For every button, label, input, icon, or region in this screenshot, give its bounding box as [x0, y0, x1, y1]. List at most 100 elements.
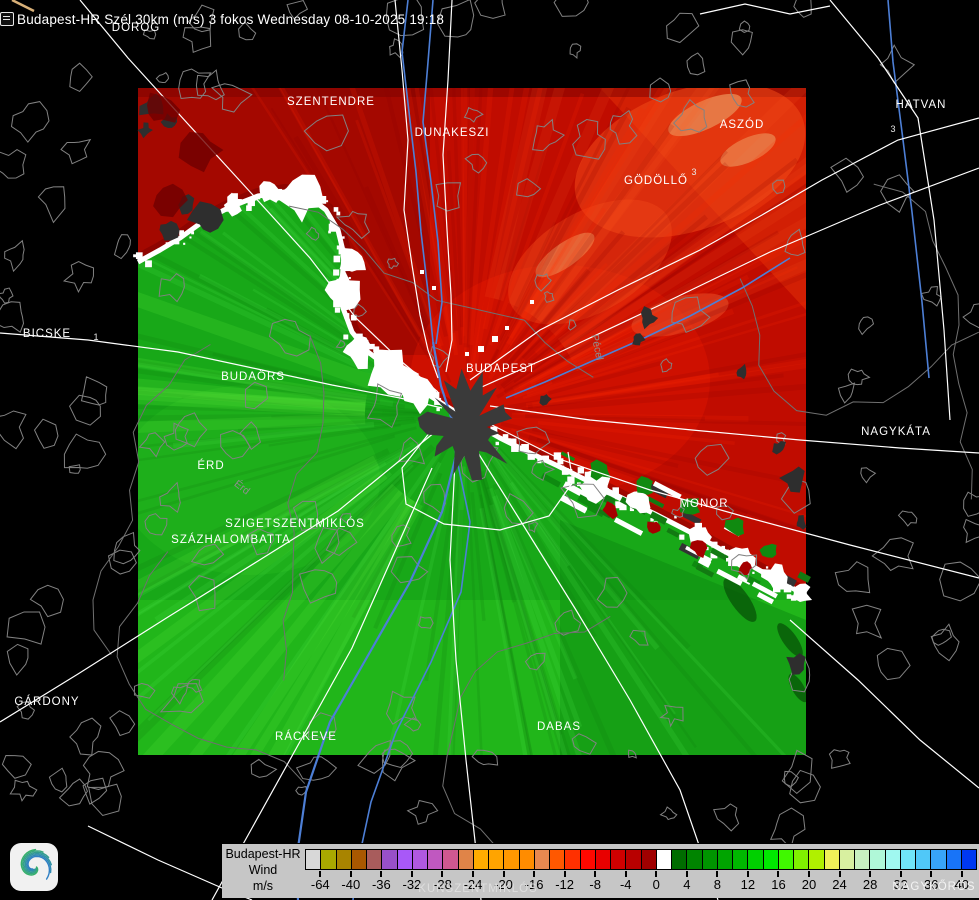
- road: [789, 619, 979, 789]
- scale-tick-label: 4: [683, 877, 691, 892]
- scale-cell: [778, 850, 794, 869]
- scale-cell: [595, 850, 611, 869]
- legend-product: Budapest-HR: [225, 847, 301, 861]
- city-label: DABAS: [537, 721, 581, 733]
- scale-tick: [349, 871, 352, 877]
- scale-tick: [746, 871, 749, 877]
- city-label: NAGYKŐRÖS: [892, 881, 976, 893]
- road: [0, 332, 443, 409]
- scale-cell: [748, 850, 764, 869]
- road: [469, 117, 979, 381]
- scale-cell: [321, 850, 337, 869]
- scale-tick: [533, 871, 536, 877]
- road: [474, 167, 979, 391]
- legend-label-box: Budapest-HR Wind m/s: [222, 846, 304, 894]
- scale-cell: [961, 850, 976, 869]
- road: [211, 467, 433, 900]
- scale-tick-label: 28: [862, 877, 878, 892]
- road: [0, 427, 441, 723]
- green-velocity-region: [138, 192, 806, 755]
- logo-spiral-arm: [25, 854, 52, 874]
- scale-tick: [808, 871, 810, 877]
- road: [79, 0, 439, 393]
- legend-unit: m/s: [252, 879, 274, 893]
- scale-tick-label: -28: [433, 877, 452, 892]
- legend-bar: Budapest-HR Wind m/s -64 -40 -36 -32 -28 -24-…: [222, 843, 979, 898]
- city-label: MONOR: [679, 498, 728, 510]
- scale-cell: [824, 850, 840, 869]
- scale-cell: [443, 850, 459, 869]
- scale-cell: [611, 850, 627, 869]
- road: [489, 405, 979, 454]
- scale-cell: [870, 850, 886, 869]
- scale-tick: [899, 871, 902, 877]
- scale-tick: [563, 871, 566, 877]
- city-label: BUDAPEST: [466, 363, 536, 375]
- scale-tick-label: 24: [832, 877, 847, 892]
- city-label: SZIGETSZENTMIKLÓS: [225, 517, 365, 530]
- logo-spiral-arm: [27, 855, 51, 880]
- scale-tick: [685, 871, 688, 877]
- scale-tick: [472, 871, 474, 877]
- city-label: BUDAÖRS: [221, 371, 285, 383]
- scale-tick-label: -16: [524, 877, 544, 892]
- page-title: Budapest-HR Szél 30km (m/s) 3 fokos Wedn…: [17, 11, 445, 27]
- scale-tick-label: -24: [463, 877, 483, 892]
- scale-cell: [489, 850, 505, 869]
- scale-tick-label: -40: [341, 877, 361, 892]
- title-bar: Budapest-HR Szél 30km (m/s) 3 fokos Wedn…: [0, 10, 444, 28]
- scale-cell: [458, 850, 474, 869]
- scale-cell: [763, 850, 779, 869]
- scale-tick: [502, 871, 505, 877]
- scale-cell: [809, 850, 825, 869]
- scale-tick: [655, 871, 658, 877]
- scale-cell: [306, 850, 322, 869]
- scale-cell: [641, 850, 657, 869]
- scale-tick-label: -12: [555, 877, 575, 892]
- river: [887, 0, 930, 379]
- met-spiral-icon: [10, 843, 58, 891]
- scale-cell: [504, 850, 520, 869]
- minor-place-label: Pécel: [588, 333, 605, 361]
- scale-tick: [380, 871, 383, 877]
- scale-cell: [916, 850, 932, 869]
- scale-cell: [473, 850, 489, 869]
- logo-spiral-arm: [24, 853, 52, 872]
- color-scale: [305, 849, 977, 870]
- scale-cell: [428, 850, 444, 869]
- road: [469, 439, 719, 900]
- scale-tick-label: 16: [771, 877, 786, 892]
- scale-cell: [794, 850, 810, 869]
- document-icon: [0, 12, 14, 26]
- map-labels: DOROG SZENTENDRE DUNAKESZI HATVAN ASZÓD GÖDÖL…: [14, 22, 947, 743]
- logo-spiral-arm: [23, 851, 50, 874]
- city-label: GÁRDONY: [14, 695, 79, 708]
- scale-tick: [838, 871, 841, 877]
- city-label: SZÁZHALOMBATTA: [171, 533, 291, 546]
- met-logo: [10, 843, 58, 891]
- road-number-label: 1: [93, 332, 98, 342]
- clutter-blobs: [137, 92, 807, 675]
- radar-center-clutter: [417, 368, 513, 481]
- road: [401, 431, 574, 531]
- scale-tick-label: 40: [954, 877, 969, 892]
- road: [442, 0, 453, 373]
- city-label: ÉRD: [197, 459, 224, 472]
- scale-tick: [960, 871, 963, 877]
- scale-tick: [716, 871, 719, 877]
- scale-tick-label: 8: [713, 877, 721, 892]
- scale-cell: [946, 850, 962, 869]
- city-label: HATVAN: [896, 99, 947, 111]
- scale-tick: [624, 871, 627, 877]
- city-label: KUNSZENTMIKLÓS: [418, 883, 538, 895]
- road: [394, 0, 439, 379]
- scale-cell: [519, 850, 535, 869]
- scale-tick-label: 36: [923, 877, 939, 892]
- road-number-label: 3: [691, 167, 696, 177]
- scale-cell: [412, 850, 428, 869]
- scale-cell: [855, 850, 871, 869]
- logo-spiral-arm: [21, 850, 44, 875]
- city-label: RÁCKEVE: [275, 730, 337, 743]
